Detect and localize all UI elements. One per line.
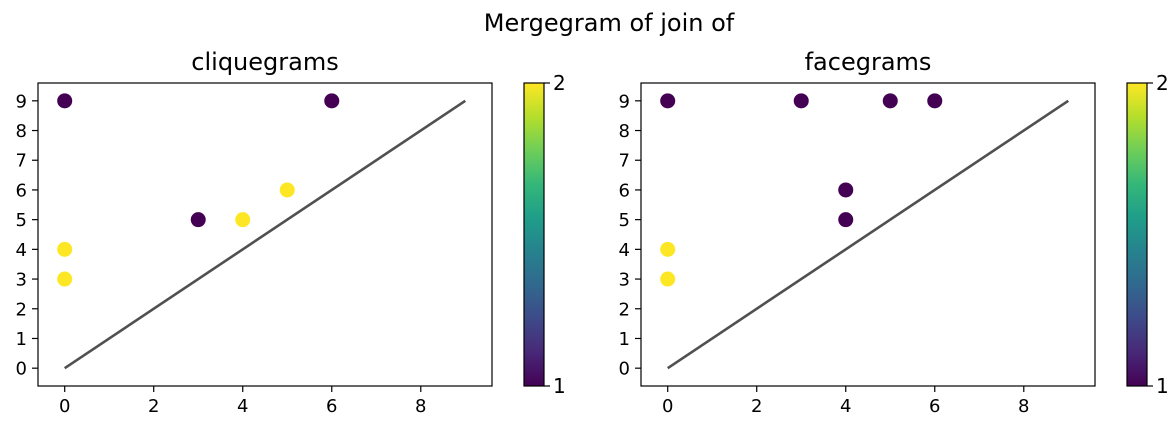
scatter-point: [660, 271, 676, 287]
colorbar-tick-label: 2: [1156, 71, 1169, 95]
y-tick-label: 3: [619, 270, 630, 291]
axes-frame: [640, 82, 1096, 387]
scatter-point: [927, 93, 943, 109]
y-tick-label: 7: [619, 151, 630, 172]
colorbar: [1126, 82, 1148, 387]
y-tick-label: 6: [619, 180, 630, 201]
axes-title: facegrams: [805, 48, 932, 76]
diagonal-line: [666, 99, 1070, 370]
scatter-point: [838, 182, 854, 198]
figure-suptitle: Mergegram of join of: [484, 9, 735, 37]
y-tick-label: 1: [16, 329, 27, 350]
y-tick-label: 0: [16, 359, 27, 380]
chart-panel-2: facegrams 0 2 4 6 8 0 1 2 3 4 5 6 7 8 9 1 2: [619, 48, 1169, 417]
x-tick-label: 8: [415, 396, 426, 417]
y-tick-label: 9: [16, 91, 27, 112]
y-tick-label: 5: [16, 210, 27, 231]
scatter-point: [838, 212, 854, 228]
scatter-point: [57, 241, 73, 257]
colorbar-tick-label: 1: [1156, 374, 1169, 398]
scatter-point: [660, 93, 676, 109]
y-tick-label: 8: [619, 121, 630, 142]
x-tick-label: 6: [929, 396, 940, 417]
scatter-point: [190, 212, 206, 228]
chart-panel-1: cliquegrams 0 2 4 6 8 0 1 2 3 4 5 6 7 8 9 1 2: [16, 48, 566, 417]
y-tick-label: 6: [16, 180, 27, 201]
colorbar: [523, 82, 545, 387]
y-tick-label: 1: [619, 329, 630, 350]
x-tick-label: 4: [237, 396, 248, 417]
y-tick-label: 9: [619, 91, 630, 112]
y-tick-label: 0: [619, 359, 630, 380]
scatter-point: [793, 93, 809, 109]
scatter-point: [660, 241, 676, 257]
scatter-point: [57, 93, 73, 109]
x-tick-label: 4: [840, 396, 851, 417]
x-tick-label: 6: [326, 396, 337, 417]
y-tick-label: 4: [16, 240, 27, 261]
x-tick-label: 8: [1018, 396, 1029, 417]
y-tick-label: 3: [16, 270, 27, 291]
colorbar-tick-label: 2: [553, 71, 566, 95]
axes-title: cliquegrams: [191, 48, 338, 76]
x-tick-label: 0: [59, 396, 70, 417]
scatter-point: [882, 93, 898, 109]
diagonal-line: [63, 99, 467, 370]
scatter-point: [324, 93, 340, 109]
y-tick-label: 2: [16, 299, 27, 320]
y-tick-label: 8: [16, 121, 27, 142]
y-tick-label: 4: [619, 240, 630, 261]
y-tick-label: 2: [619, 299, 630, 320]
scatter-point: [235, 212, 251, 228]
x-tick-label: 0: [662, 396, 673, 417]
axes-frame: [37, 82, 493, 387]
colorbar-tick-label: 1: [553, 374, 566, 398]
x-tick-label: 2: [148, 396, 159, 417]
y-tick-label: 7: [16, 151, 27, 172]
scatter-point: [279, 182, 295, 198]
x-tick-label: 2: [751, 396, 762, 417]
y-tick-label: 5: [619, 210, 630, 231]
scatter-point: [57, 271, 73, 287]
